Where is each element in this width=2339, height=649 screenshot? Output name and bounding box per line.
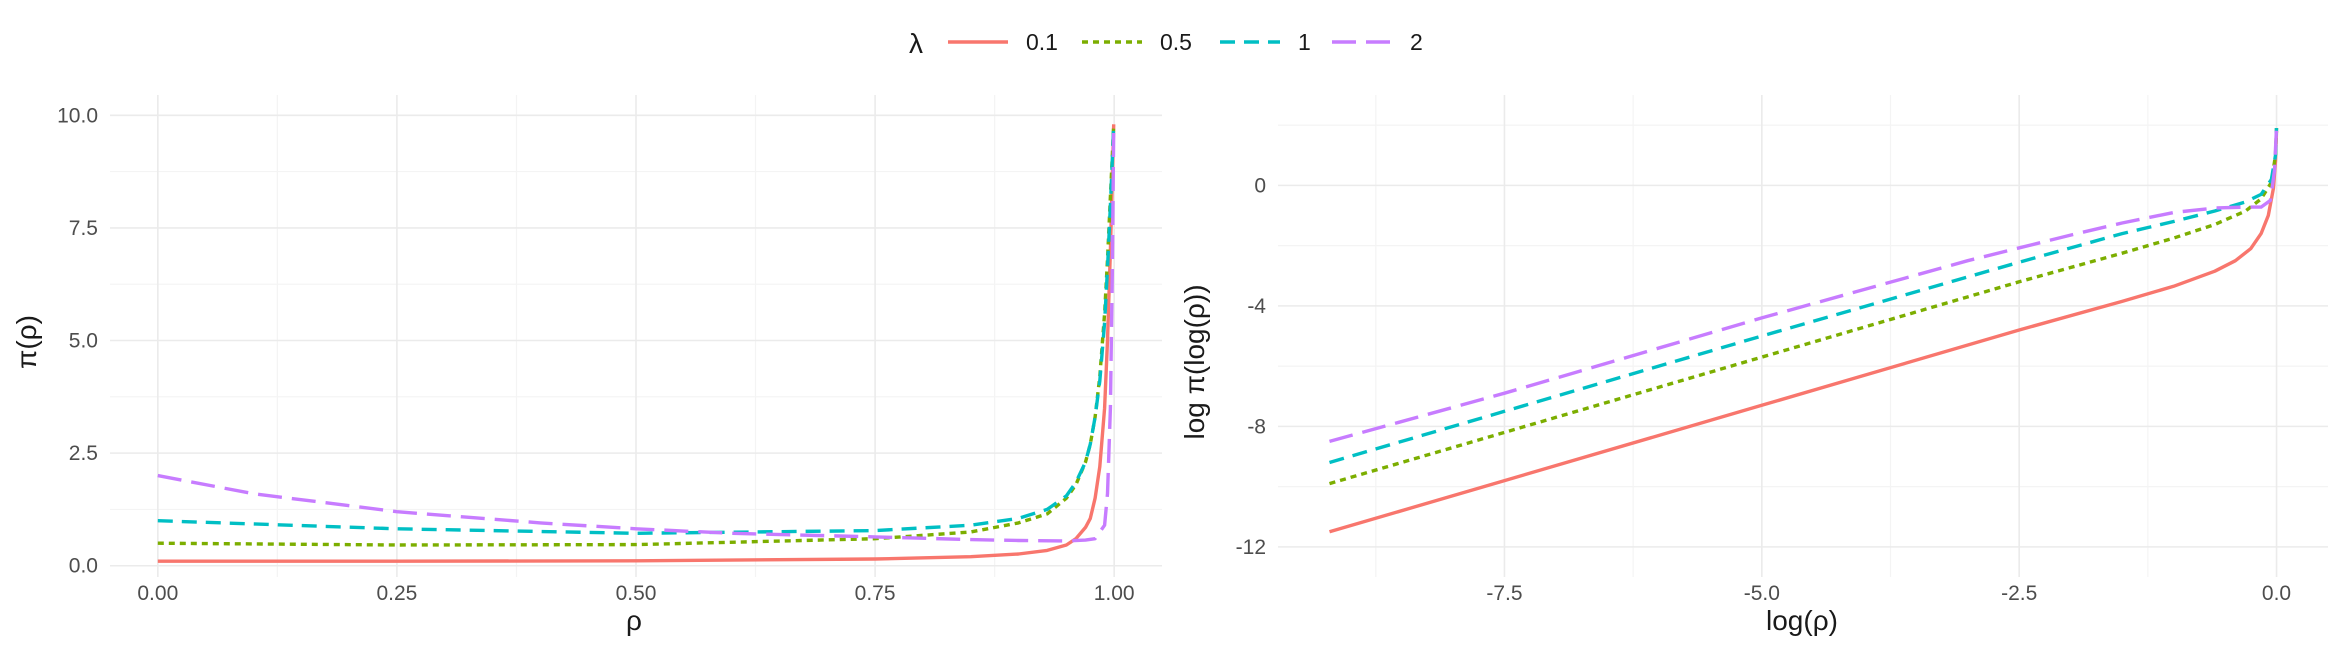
x-tick-label: 0.00 [137, 582, 178, 605]
series-line-lambda-2 [157, 128, 1116, 543]
y-tick-label: -4 [1247, 295, 1266, 318]
series-line-lambda-0-1 [157, 124, 1116, 563]
legend-title: λ [909, 28, 923, 59]
y-tick-label: -8 [1247, 415, 1266, 438]
legend-label: 0.5 [1160, 29, 1192, 55]
left-gridlines [110, 95, 1162, 577]
y-tick-label: 7.5 [69, 217, 98, 240]
series-line-lambda-1 [157, 124, 1116, 535]
y-tick-label: 5.0 [69, 330, 98, 353]
legend-label: 1 [1298, 29, 1311, 55]
x-tick-label: 0.25 [376, 582, 417, 605]
right-x-tick-labels: -7.5 -5.0 -2.5 0.0 [1486, 582, 2291, 605]
left-x-axis-title: ρ [626, 605, 642, 636]
y-tick-label: 0.0 [69, 555, 98, 578]
series-line-lambda-0-1 [1329, 131, 2279, 534]
legend-label: 0.1 [1026, 29, 1058, 55]
series-line-lambda-1 [1329, 128, 2279, 465]
legend: λ 0.1 0.5 1 2 [909, 28, 1423, 59]
y-tick-label: -12 [1236, 536, 1266, 559]
x-tick-label: -7.5 [1486, 582, 1522, 605]
right-y-axis-title: log π(log(ρ)) [1179, 284, 1210, 439]
series-line-lambda-2 [1329, 128, 2279, 444]
right-y-tick-labels: -12 -8 -4 0 [1236, 174, 1267, 559]
x-tick-label: -2.5 [2001, 582, 2037, 605]
left-curves [157, 124, 1116, 563]
right-curves [1329, 128, 2279, 534]
left-y-tick-labels: 0.0 2.5 5.0 7.5 10.0 [57, 104, 98, 577]
x-tick-label: 1.00 [1094, 582, 1135, 605]
left-chart-panel: 0.00 0.25 0.50 0.75 1.00 0.02.55.07.510.0 ρ … [11, 95, 1162, 636]
y-tick-label: 0 [1254, 174, 1266, 197]
x-tick-label: 0.50 [616, 582, 657, 605]
legend-label: 2 [1410, 29, 1423, 55]
y-tick-label: 10.0 [57, 104, 98, 127]
right-chart-panel: -7.5 -5.0 -2.5 0.0 -12 -8 -4 0 log(ρ) log π(lo… [1179, 95, 2328, 636]
x-tick-label: 0.0 [2262, 582, 2291, 605]
right-x-axis-title: log(ρ) [1766, 605, 1838, 636]
x-tick-label: 0.75 [855, 582, 896, 605]
right-gridlines [1278, 95, 2328, 577]
x-tick-label: -5.0 [1744, 582, 1780, 605]
left-x-tick-labels: 0.00 0.25 0.50 0.75 1.00 [137, 582, 1134, 605]
left-y-axis-title: π(ρ) [11, 315, 42, 369]
y-tick-label: 2.5 [69, 442, 98, 465]
